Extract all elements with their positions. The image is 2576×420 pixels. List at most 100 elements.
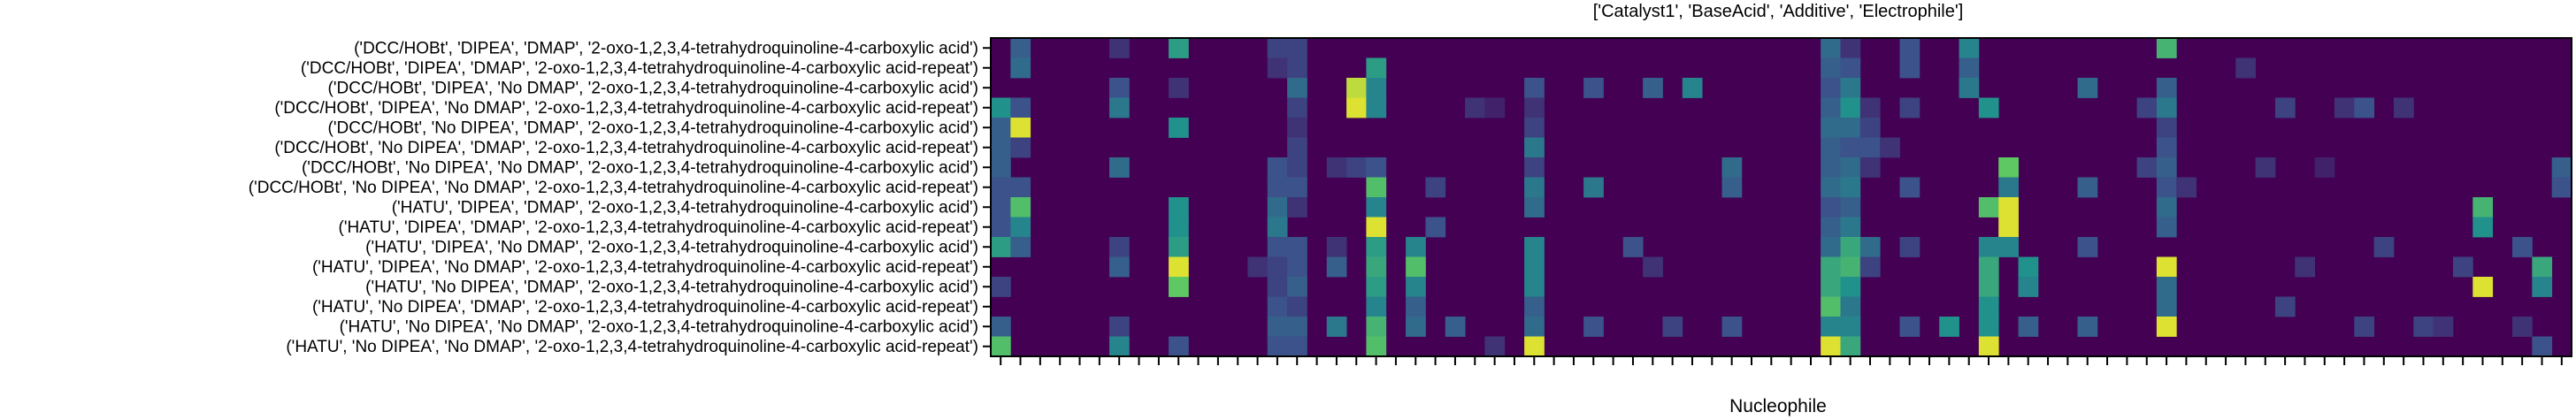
heatmap-cell <box>2077 317 2098 337</box>
heatmap-cell <box>2334 97 2355 118</box>
heatmap-cell <box>1978 197 1999 218</box>
heatmap-cell <box>991 336 1011 357</box>
row-labels: ('DCC/HOBt', 'DIPEA', 'DMAP', '2-oxo-1,2… <box>249 39 991 356</box>
heatmap-cell <box>1109 256 1130 278</box>
row-label: ('HATU', 'DIPEA', 'No DMAP', '2-oxo-1,2,… <box>312 258 978 277</box>
heatmap-cell <box>1524 78 1545 98</box>
heatmap-cell <box>1840 197 1861 218</box>
heatmap-cell <box>1366 336 1387 357</box>
heatmap-cell <box>1366 197 1387 218</box>
heatmap-cell <box>1583 78 1604 98</box>
heatmap-cell <box>1010 237 1031 257</box>
heatmap-cell <box>2551 177 2572 198</box>
row-label: ('DCC/HOBt', 'No DIPEA', 'No DMAP', '2-o… <box>249 179 978 197</box>
heatmap-cell <box>991 118 1011 138</box>
heatmap-cell <box>1622 237 1644 257</box>
heatmap-cell <box>1821 157 1841 178</box>
heatmap-cell <box>1346 97 1367 118</box>
heatmap-cell <box>1840 237 1861 257</box>
heatmap-cell <box>2156 256 2177 278</box>
heatmap-cell <box>2136 97 2158 118</box>
heatmap-cell <box>1109 317 1130 337</box>
heatmap-cell <box>1998 177 2019 198</box>
heatmap-cell <box>1267 157 1288 178</box>
heatmap-cell <box>1821 237 1841 257</box>
heatmap-cell <box>1840 97 1861 118</box>
heatmap-cell <box>991 197 1011 218</box>
heatmap-cell <box>991 157 1011 178</box>
heatmap-cell <box>1169 277 1189 297</box>
heatmap-cell <box>1524 177 1545 198</box>
heatmap-cell <box>1267 38 1288 58</box>
heatmap-cell <box>1287 157 1307 178</box>
heatmap-cell <box>2532 256 2553 278</box>
heatmap-cell <box>1859 256 1881 278</box>
heatmap-cell <box>1978 97 1999 118</box>
heatmap-cell <box>2235 57 2256 79</box>
heatmap-cell <box>1840 38 1861 58</box>
heatmap-cell <box>2018 256 2039 278</box>
heatmap-cell <box>2156 317 2177 337</box>
heatmap-cell <box>1998 157 2019 178</box>
heatmap-cell <box>1010 177 1031 198</box>
heatmap-cell <box>1169 237 1189 257</box>
heatmap-cell <box>1524 137 1545 158</box>
heatmap-cell <box>1859 157 1881 178</box>
row-label: ('HATU', 'No DIPEA', 'No DMAP', '2-oxo-1… <box>286 338 978 356</box>
heatmap-cell <box>1425 177 1446 198</box>
heatmap-cell <box>991 237 1011 257</box>
heatmap-cell <box>2077 237 2098 257</box>
heatmap-cell <box>1721 177 1743 198</box>
heatmap-cell <box>2156 177 2177 198</box>
heatmap-cell <box>2156 97 2177 118</box>
heatmap-cell <box>2551 157 2572 178</box>
heatmap-cell <box>1247 256 1269 278</box>
heatmap-cell <box>2314 157 2335 178</box>
heatmap-cell <box>1366 157 1387 178</box>
heatmap-cell <box>1939 317 1959 337</box>
heatmap-cell <box>2511 317 2533 337</box>
row-label: ('DCC/HOBt', 'DIPEA', 'No DMAP', '2-oxo-… <box>274 99 978 118</box>
heatmap-cell <box>2156 137 2177 158</box>
x-axis-label: Nucleophile <box>1729 396 1827 416</box>
heatmap-cells <box>991 38 2572 357</box>
heatmap-cell <box>1010 217 1031 238</box>
heatmap-cell <box>1524 118 1545 138</box>
heatmap-cell <box>1998 237 2019 257</box>
heatmap-cell <box>1326 256 1347 278</box>
heatmap-cell <box>2295 256 2316 278</box>
heatmap-cell <box>1366 57 1387 79</box>
heatmap-cell <box>1366 277 1387 297</box>
heatmap-cell <box>1366 256 1387 278</box>
heatmap-cell <box>1859 97 1881 118</box>
heatmap-cell <box>2274 296 2296 317</box>
heatmap-cell <box>1821 38 1841 58</box>
heatmap-cell <box>2156 217 2177 238</box>
heatmap-cell <box>2532 336 2553 357</box>
heatmap-cell <box>991 177 1011 198</box>
heatmap-cell <box>1721 157 1743 178</box>
heatmap-cell <box>1859 137 1881 158</box>
row-label: ('HATU', 'No DIPEA', 'DMAP', '2-oxo-1,2,… <box>312 298 978 317</box>
plot-frame <box>990 37 2572 357</box>
heatmap-cell <box>1267 177 1288 198</box>
heatmap-cell <box>1998 217 2019 238</box>
row-label: ('HATU', 'DIPEA', 'DMAP', '2-oxo-1,2,3,4… <box>339 218 979 237</box>
heatmap-cell <box>1425 217 1446 238</box>
heatmap-cell <box>1169 336 1189 357</box>
heatmap-cell <box>1840 57 1861 79</box>
heatmap-cell <box>1267 256 1288 278</box>
heatmap-cell <box>1366 237 1387 257</box>
heatmap-cell <box>1840 336 1861 357</box>
heatmap-cell <box>1406 277 1426 297</box>
heatmap-cell <box>1346 78 1367 98</box>
heatmap-cell <box>1859 118 1881 138</box>
heatmap-cell <box>2472 197 2494 218</box>
heatmap-cell <box>1406 237 1426 257</box>
heatmap-cell <box>1583 177 1604 198</box>
heatmap-cell <box>1899 237 1920 257</box>
heatmap-cell <box>1169 217 1189 238</box>
heatmap-cell <box>1899 57 1920 79</box>
heatmap-cell <box>1406 256 1426 278</box>
heatmap-cell <box>1445 317 1466 337</box>
